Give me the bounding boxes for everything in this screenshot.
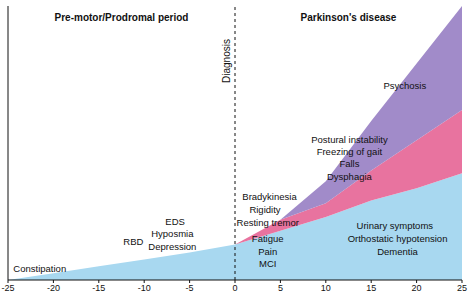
svg-text:0: 0 [232,283,237,293]
svg-text:Pre-motor/Prodromal period: Pre-motor/Prodromal period [55,12,189,23]
svg-text:15: 15 [366,283,376,293]
svg-text:MCI: MCI [259,258,276,269]
svg-text:EDS: EDS [165,216,185,227]
svg-text:Dementia: Dementia [377,246,418,257]
svg-text:Freezing of gait: Freezing of gait [317,146,383,157]
svg-text:20: 20 [412,283,422,293]
svg-text:Urinary symptoms: Urinary symptoms [357,220,434,231]
svg-text:Diagnosis: Diagnosis [221,39,232,83]
svg-text:Parkinson's disease: Parkinson's disease [301,12,397,23]
svg-text:Fatigue: Fatigue [252,233,284,244]
svg-text:-15: -15 [92,283,105,293]
svg-text:Orthostatic hypotension: Orthostatic hypotension [348,233,448,244]
svg-text:Bradykinesia: Bradykinesia [242,191,297,202]
svg-text:Depression: Depression [148,241,196,252]
svg-text:Resting tremor: Resting tremor [237,217,299,228]
svg-text:Pain: Pain [258,246,277,257]
svg-text:Rigidity: Rigidity [249,204,280,215]
svg-text:5: 5 [278,283,283,293]
svg-text:-25: -25 [8,283,15,293]
svg-text:Psychosis: Psychosis [383,80,426,91]
svg-text:-20: -20 [47,283,60,293]
svg-text:Postural instability: Postural instability [311,134,388,145]
svg-text:Hyposmia: Hyposmia [151,228,194,239]
svg-text:-10: -10 [138,283,151,293]
svg-text:Dysphagia: Dysphagia [327,171,373,182]
svg-text:25: 25 [457,283,466,293]
svg-text:Falls: Falls [339,158,359,169]
svg-text:-5: -5 [186,283,194,293]
svg-text:Constipation: Constipation [13,263,66,274]
svg-text:RBD: RBD [123,236,143,247]
svg-text:10: 10 [321,283,331,293]
